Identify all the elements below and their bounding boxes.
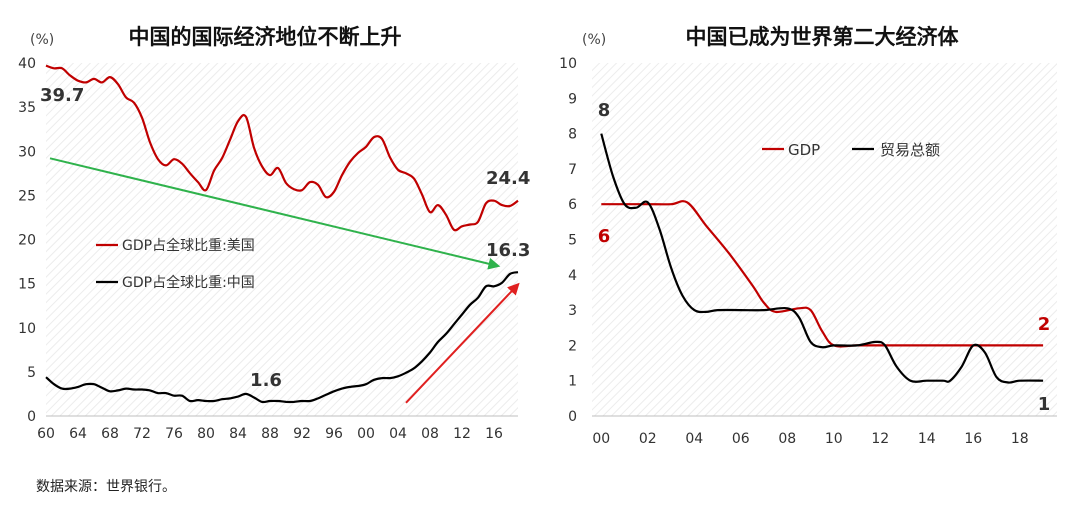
legend-label: GDP占全球比重:中国 <box>122 274 255 291</box>
y-tick-label: 15 <box>18 277 36 293</box>
chart-china-international-position: 中国的国际经济地位不断上升 (%) 0 5 10 15 20 25 30 35 40 60 64 68 72… <box>18 25 530 442</box>
x-tick-label: 84 <box>229 426 247 442</box>
data-label: 6 <box>598 226 611 247</box>
chart-title: 中国已成为世界第二大经济体 <box>686 25 960 49</box>
x-tick-label: 68 <box>101 426 119 442</box>
y-tick-label: 0 <box>27 409 36 425</box>
trend-arrow-down <box>49 157 501 270</box>
x-tick-label: 64 <box>69 426 87 442</box>
x-tick-label: 16 <box>964 431 982 447</box>
x-tick-label: 04 <box>389 426 407 442</box>
data-label: 39.7 <box>40 85 84 106</box>
x-tick-label: 18 <box>1011 431 1029 447</box>
y-tick-label: 2 <box>568 338 577 354</box>
y-tick-label: 6 <box>568 197 577 213</box>
y-tick-label: 5 <box>27 365 36 381</box>
y-tick-label: 40 <box>18 56 36 72</box>
x-tick-label: 12 <box>453 426 471 442</box>
x-tick-label: 04 <box>685 431 703 447</box>
trend-arrow-up <box>405 282 520 404</box>
y-tick-label: 30 <box>18 144 36 160</box>
series-line-gdp <box>601 200 1044 348</box>
legend-label: GDP占全球比重:美国 <box>122 237 255 254</box>
unit-label: (%) <box>582 32 606 48</box>
data-label: 24.4 <box>486 168 530 189</box>
data-label: 16.3 <box>486 240 530 261</box>
y-tick-label: 5 <box>568 233 577 249</box>
x-tick-label: 06 <box>732 431 750 447</box>
legend-label: 贸易总额 <box>880 141 940 159</box>
x-tick-label: 08 <box>421 426 439 442</box>
y-tick-label: 35 <box>18 100 36 116</box>
y-tick-label: 20 <box>18 233 36 249</box>
series-line-usa <box>45 64 519 232</box>
data-label: 1.6 <box>250 370 282 391</box>
unit-label: (%) <box>30 32 54 48</box>
series-line-china <box>45 271 519 404</box>
x-tick-label: 08 <box>778 431 796 447</box>
x-tick-label: 60 <box>37 426 55 442</box>
data-label: 1 <box>1038 394 1051 415</box>
y-tick-label: 7 <box>568 162 577 178</box>
plot-area <box>46 63 518 416</box>
x-tick-label: 88 <box>261 426 279 442</box>
x-tick-label: 14 <box>918 431 936 447</box>
data-label: 8 <box>598 100 611 121</box>
x-tick-label: 16 <box>485 426 503 442</box>
legend-label: GDP <box>788 141 820 159</box>
y-tick-label: 9 <box>568 91 577 107</box>
y-tick-label: 10 <box>559 56 577 72</box>
y-tick-label: 1 <box>568 374 577 390</box>
x-tick-label: 12 <box>871 431 889 447</box>
x-tick-label: 76 <box>165 426 183 442</box>
x-tick-label: 10 <box>825 431 843 447</box>
x-tick-label: 72 <box>133 426 151 442</box>
chart-title: 中国的国际经济地位不断上升 <box>129 25 402 49</box>
x-tick-label: 00 <box>592 431 610 447</box>
data-label: 2 <box>1038 314 1051 335</box>
x-tick-label: 80 <box>197 426 215 442</box>
y-tick-label: 0 <box>568 409 577 425</box>
x-tick-label: 96 <box>325 426 343 442</box>
y-tick-label: 4 <box>568 268 577 284</box>
source-note: 数据来源：世界银行。 <box>36 479 176 495</box>
y-tick-label: 25 <box>18 188 36 204</box>
x-tick-label: 02 <box>639 431 657 447</box>
x-tick-label: 92 <box>293 426 311 442</box>
series-line-trade <box>600 133 1044 384</box>
y-tick-label: 10 <box>18 321 36 337</box>
y-tick-label: 3 <box>568 303 577 319</box>
plot-area <box>592 63 1057 416</box>
y-tick-label: 8 <box>568 127 577 143</box>
x-tick-label: 00 <box>357 426 375 442</box>
